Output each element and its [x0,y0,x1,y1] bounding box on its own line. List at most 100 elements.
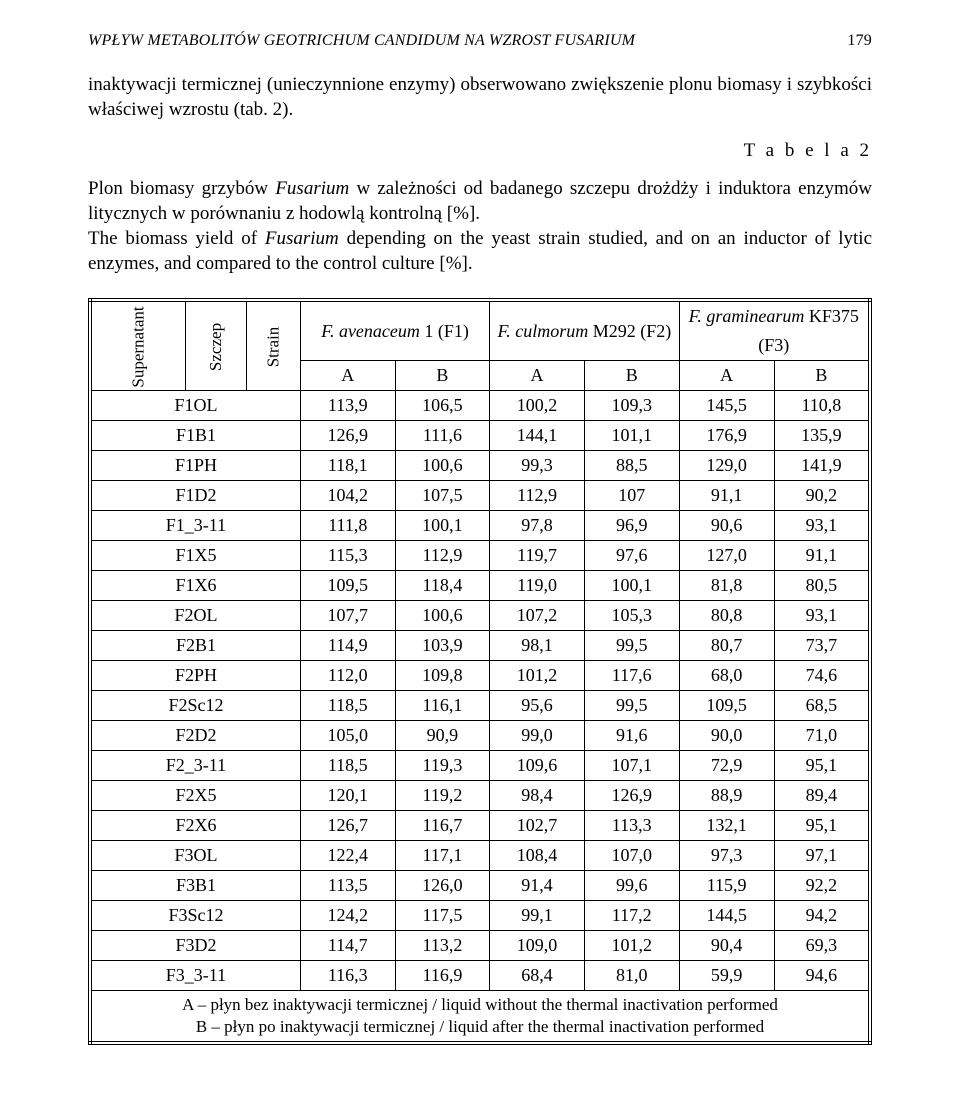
table-row: F1OL113,9106,5100,2109,3145,5110,8 [90,390,870,420]
table-cell: 119,7 [490,540,585,570]
table-cell: 99,0 [490,720,585,750]
table-cell: 109,8 [395,660,490,690]
row-label: F1X6 [90,570,300,600]
table-cell: 81,0 [584,960,679,990]
footnote-a: A – płyn bez inaktywacji termicznej / li… [98,994,862,1016]
table-cell: 71,0 [774,720,870,750]
header-species-3-rest: KF375 [804,306,859,326]
table-cell: 115,9 [679,870,774,900]
table-cell: 96,9 [584,510,679,540]
caption-en-pre: The biomass yield of [88,228,265,249]
table-cell: 126,7 [300,810,395,840]
table-cell: 88,5 [584,450,679,480]
table-cell: 176,9 [679,420,774,450]
table-cell: 68,0 [679,660,774,690]
row-label: F1PH [90,450,300,480]
table-row: F2Sc12118,5116,195,699,5109,568,5 [90,690,870,720]
row-label: F2B1 [90,630,300,660]
table-row: F3_3-11116,3116,968,481,059,994,6 [90,960,870,990]
table-cell: 107,7 [300,600,395,630]
table-cell: 94,6 [774,960,870,990]
table-caption: Plon biomasy grzybów Fusarium w zależnoś… [88,176,872,276]
header-col-b1: B [395,360,490,390]
header-col-b2: B [584,360,679,390]
table-cell: 95,1 [774,750,870,780]
table-cell: 126,9 [300,420,395,450]
table-cell: 89,4 [774,780,870,810]
table-cell: 117,6 [584,660,679,690]
table-cell: 80,5 [774,570,870,600]
table-cell: 101,2 [490,660,585,690]
table-cell: 145,5 [679,390,774,420]
table-cell: 90,2 [774,480,870,510]
table-cell: 98,1 [490,630,585,660]
table-cell: 109,5 [300,570,395,600]
table-cell: 91,6 [584,720,679,750]
table-label: T a b e l a 2 [88,140,872,162]
table-row: F2D2105,090,999,091,690,071,0 [90,720,870,750]
table-cell: 112,9 [395,540,490,570]
row-label: F2X6 [90,810,300,840]
table-cell: 109,6 [490,750,585,780]
table-cell: 100,1 [584,570,679,600]
row-label: F3_3-11 [90,960,300,990]
caption-pl-pre: Plon biomasy grzybów [88,178,275,199]
table-cell: 107,2 [490,600,585,630]
row-label: F3B1 [90,870,300,900]
table-cell: 104,2 [300,480,395,510]
table-cell: 113,9 [300,390,395,420]
table-cell: 101,1 [584,420,679,450]
table-cell: 105,0 [300,720,395,750]
table-cell: 111,8 [300,510,395,540]
table-cell: 135,9 [774,420,870,450]
row-label: F1X5 [90,540,300,570]
table-cell: 97,3 [679,840,774,870]
table-cell: 93,1 [774,510,870,540]
header-col-a3: A [679,360,774,390]
table-cell: 132,1 [679,810,774,840]
table-cell: 107,5 [395,480,490,510]
table-cell: 116,7 [395,810,490,840]
table-cell: 117,5 [395,900,490,930]
table-cell: 72,9 [679,750,774,780]
footnote-b: B – płyn po inaktywacji termicznej / liq… [98,1016,862,1038]
table-cell: 100,6 [395,450,490,480]
header-species-2-rest: M292 (F2) [588,321,671,341]
table-cell: 59,9 [679,960,774,990]
table-cell: 98,4 [490,780,585,810]
table-cell: 100,6 [395,600,490,630]
table-cell: 91,1 [679,480,774,510]
table-cell: 120,1 [300,780,395,810]
table-cell: 129,0 [679,450,774,480]
table-cell: 116,3 [300,960,395,990]
table-cell: 81,8 [679,570,774,600]
header-col-a2: A [490,360,585,390]
table-cell: 68,5 [774,690,870,720]
table-cell: 109,5 [679,690,774,720]
row-label: F2X5 [90,780,300,810]
table-cell: 115,3 [300,540,395,570]
table-row: F3D2114,7113,2109,0101,290,469,3 [90,930,870,960]
table-cell: 95,6 [490,690,585,720]
header-species-3-ital: F. graminearum [689,306,805,326]
table-cell: 99,1 [490,900,585,930]
table-cell: 116,1 [395,690,490,720]
header-species-2-ital: F. culmorum [498,321,589,341]
table-cell: 101,2 [584,930,679,960]
table-cell: 114,9 [300,630,395,660]
table-cell: 113,2 [395,930,490,960]
table-cell: 141,9 [774,450,870,480]
header-species-2: F. culmorum M292 (F2) [490,300,679,360]
row-label: F2OL [90,600,300,630]
header-strain-en-label: Strain [264,326,284,367]
table-cell: 144,1 [490,420,585,450]
table-cell: 99,3 [490,450,585,480]
table-cell: 126,0 [395,870,490,900]
table-cell: 116,9 [395,960,490,990]
row-label: F1OL [90,390,300,420]
header-supernatant-label: Supernatant [129,306,149,387]
page-number: 179 [847,32,872,50]
table-cell: 100,1 [395,510,490,540]
table-cell: 124,2 [300,900,395,930]
table-footnote: A – płyn bez inaktywacji termicznej / li… [90,990,870,1043]
